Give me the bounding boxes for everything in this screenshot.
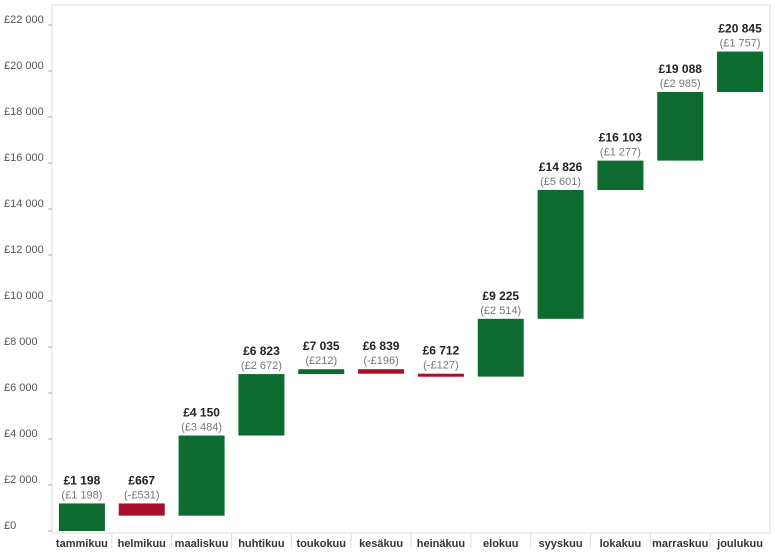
total-label: £6 839 [363,339,400,353]
waterfall-bar [358,369,405,374]
x-tick-label: tammikuu [56,538,108,550]
x-tick-label: helmikuu [118,538,166,550]
total-label: £1 198 [64,473,101,487]
total-label: £4 150 [183,406,220,420]
change-label: (£2 985) [660,78,701,90]
x-tick-label: kesäkuu [359,538,403,550]
y-axis: £0 £2 000 £4 000 £6 000 £8 000 £10 000 £12 000… [4,14,52,532]
x-tick-label: huhtikuu [238,538,284,550]
total-label: £16 103 [599,131,643,145]
change-label: (£1 198) [61,489,102,501]
waterfall-bar [298,369,345,375]
y-tick-label: £14 000 [4,198,44,210]
waterfall-bar [657,91,704,161]
total-label: £6 712 [423,344,460,358]
y-tick-label: £0 [4,520,16,532]
change-label: (£3 484) [181,422,222,434]
y-tick-label: £16 000 [4,152,44,164]
change-label: (£1 757) [720,38,761,50]
change-label: (-£127) [423,360,458,372]
bars [58,51,764,531]
x-axis: tammikuu helmikuu maaliskuu huhtikuu toukoku… [56,533,763,550]
change-label: (-£531) [124,489,159,501]
total-label: £6 823 [243,344,280,358]
change-label: (-£196) [363,355,398,367]
waterfall-bar [717,51,764,92]
y-tick-label: £6 000 [4,382,38,394]
y-tick-label: £8 000 [4,336,38,348]
change-label: (£212) [305,355,337,367]
y-tick-label: £4 000 [4,428,38,440]
waterfall-bar [118,503,165,516]
total-label: £14 826 [539,160,583,174]
change-label: (£2 514) [480,305,521,317]
waterfall-bar [477,318,524,377]
x-tick-label: elokuu [483,538,518,550]
change-label: (£5 601) [540,176,581,188]
x-tick-label: marraskuu [652,538,708,550]
change-label: (£1 277) [600,147,641,159]
y-tick-label: £18 000 [4,106,44,118]
x-tick-label: syyskuu [539,538,583,550]
change-label: (£2 672) [241,360,282,372]
total-label: £19 088 [659,62,703,76]
x-tick-label: heinäkuu [417,538,465,550]
data-labels: £1 198 (£1 198) £667 (-£531) £4 150 (£3 484) £… [61,22,762,502]
waterfall-bar [58,503,105,531]
total-label: £9 225 [482,289,519,303]
x-tick-label: maaliskuu [175,538,229,550]
waterfall-bar [597,160,644,191]
waterfall-bar [178,435,225,516]
waterfall-bar [537,190,584,319]
y-tick-label: £10 000 [4,290,44,302]
total-label: £7 035 [303,339,340,353]
waterfall-bar [417,373,464,377]
x-tick-label: lokakuu [600,538,642,550]
x-tick-label: toukokuu [297,538,347,550]
y-tick-label: £22 000 [4,14,44,26]
x-tick-label: joulukuu [716,538,763,550]
total-label: £20 845 [718,22,762,36]
y-tick-label: £20 000 [4,60,44,72]
total-label: £667 [128,473,155,487]
waterfall-bar [238,374,285,436]
y-tick-label: £12 000 [4,244,44,256]
y-tick-label: £2 000 [4,474,38,486]
